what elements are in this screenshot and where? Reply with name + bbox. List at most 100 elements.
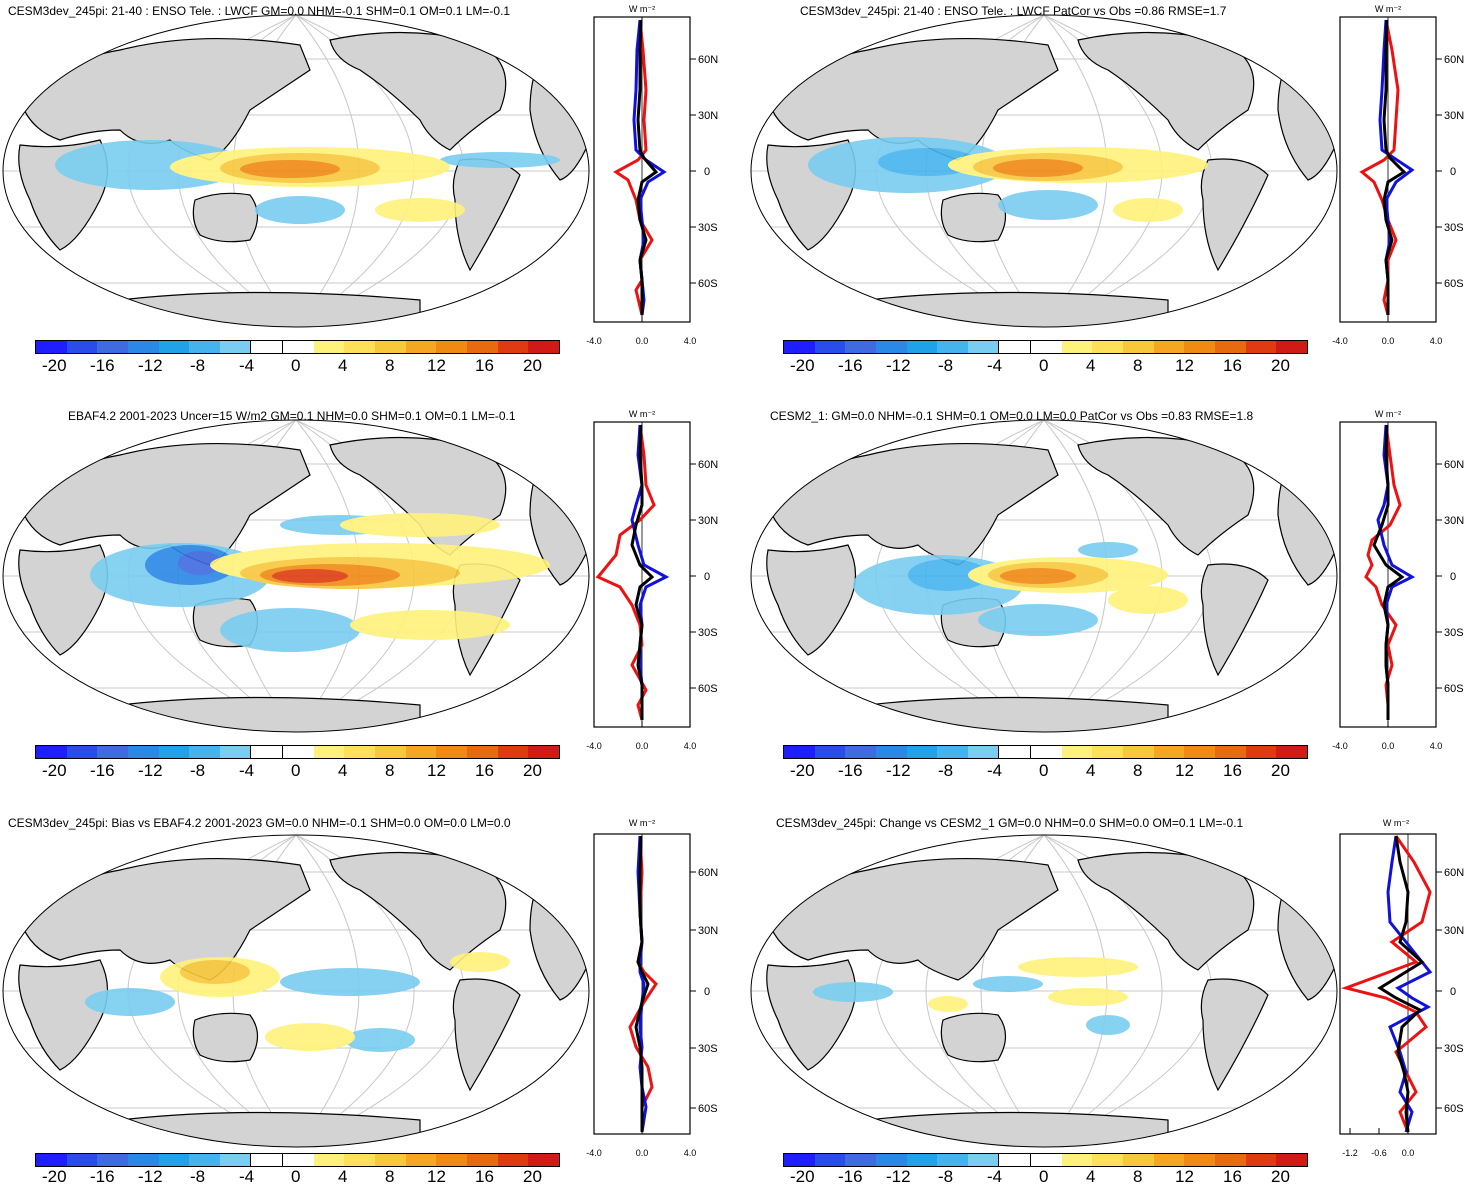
colorbar-label: 4 [1086, 1167, 1096, 1186]
lat-label: 0 [704, 986, 710, 998]
colorbar-labels: -20 -16 -12 -8 -4 0 4 8 12 16 20 [35, 1167, 558, 1187]
zonal-mean-profile: W m⁻² 60N 30N 0 30S 60S -4.0 0.0 4.0 [586, 818, 718, 1158]
colorbar-label: 12 [1175, 356, 1194, 375]
panel-4: CESM2_1: GM=0.0 NHM=-0.1 SHM=0.1 OM=0.0 … [748, 405, 1483, 797]
lat-label: 60S [1444, 1103, 1464, 1115]
lat-label: 30N [698, 925, 718, 937]
colorbar-label: -16 [90, 1167, 115, 1186]
colorbar-label: -12 [886, 356, 911, 375]
panel-1: CESM3dev_245pi: 21-40 : ENSO Tele. : LWC… [0, 0, 740, 392]
colorbar-label: 16 [475, 356, 494, 375]
profile-tick: -4.0 [1332, 336, 1348, 345]
profile-tick: 4.0 [1430, 741, 1443, 750]
colorbar-label: 8 [1133, 1167, 1143, 1186]
zonal-mean-profile: W m⁻² 60N 30N 0 30S 60S -4.0 0.0 4.0 [1332, 409, 1464, 750]
colorbar-label: -4 [987, 356, 1003, 375]
panel-title: CESM3dev_245pi: Bias vs EBAF4.2 2001-202… [8, 816, 511, 830]
lat-label: 60N [698, 867, 718, 879]
colorbar-label: 4 [338, 356, 348, 375]
colorbar-label: 0 [291, 761, 301, 780]
colorbar [783, 745, 1308, 759]
map-plot [2, 834, 590, 1148]
colorbar-label: -16 [838, 1167, 863, 1186]
colorbar-label: 20 [523, 356, 542, 375]
panel-title: CESM3dev_245pi: Change vs CESM2_1 GM=0.0… [776, 816, 1244, 830]
colorbar-label: 8 [1133, 761, 1143, 780]
lat-label: 60N [1444, 459, 1464, 471]
lat-label: 30S [1444, 222, 1464, 234]
colorbar-label: 4 [1086, 356, 1096, 375]
profile-tick: -4.0 [586, 741, 602, 750]
colorbar-label: -4 [239, 761, 255, 780]
units-label: W m⁻² [629, 4, 655, 14]
units-label: W m⁻² [629, 409, 655, 419]
colorbar-label: 4 [1086, 761, 1096, 780]
colorbar-label: 20 [1271, 1167, 1290, 1186]
map-plot [750, 14, 1338, 328]
profile-tick: -0.6 [1371, 1148, 1387, 1158]
units-label: W m⁻² [629, 818, 655, 828]
lat-label: 60N [698, 459, 718, 471]
map-plot [2, 419, 590, 733]
profile-tick: 4.0 [1430, 336, 1443, 345]
map-plot [750, 834, 1338, 1148]
lat-label: 60S [1444, 683, 1464, 695]
colorbar-label: -16 [90, 761, 115, 780]
lat-label: 30N [698, 110, 718, 122]
panel-5: CESM3dev_245pi: Bias vs EBAF4.2 2001-202… [0, 812, 740, 1187]
colorbar [783, 340, 1308, 354]
colorbar-label: -20 [790, 356, 815, 375]
profile-tick: -1.2 [1342, 1148, 1358, 1158]
lat-label: 30S [1444, 627, 1464, 639]
colorbar-label: -8 [190, 1167, 206, 1186]
colorbar-label: 4 [338, 761, 348, 780]
colorbar-label: -16 [90, 356, 115, 375]
colorbar [783, 1153, 1308, 1167]
colorbar-label: -8 [938, 1167, 954, 1186]
panel-title: CESM3dev_245pi: 21-40 : ENSO Tele. : LWC… [800, 4, 1227, 18]
lat-label: 60N [1444, 54, 1464, 66]
map-plot [2, 14, 590, 328]
colorbar-label: -8 [938, 761, 954, 780]
colorbar-label: -12 [138, 1167, 163, 1186]
lat-label: 30S [698, 222, 718, 234]
colorbar-label: 0 [1039, 1167, 1049, 1186]
colorbar-label: 0 [1039, 761, 1049, 780]
lat-label: 30N [1444, 925, 1464, 937]
colorbar-label: -16 [838, 356, 863, 375]
lat-label: 60S [698, 1103, 718, 1115]
colorbar-label: 0 [291, 356, 301, 375]
colorbar-label: 0 [1039, 356, 1049, 375]
colorbar-label: -8 [190, 356, 206, 375]
lat-label: 60S [698, 278, 718, 290]
colorbar-label: -20 [42, 761, 67, 780]
lat-label: 60N [1444, 867, 1464, 879]
profile-tick: -4.0 [1332, 741, 1348, 750]
zonal-mean-profile: W m⁻² 60N 30N 0 30S 60S -4.0 0.0 4.0 [1332, 4, 1464, 345]
profile-tick: -4.0 [586, 336, 602, 345]
colorbar-labels: -20 -16 -12 -8 -4 0 4 8 12 16 20 [783, 1167, 1306, 1187]
zonal-mean-profile: W m⁻² 60N 30N 0 30S 60S -4.0 0.0 4.0 [586, 409, 718, 750]
colorbar-labels: -20 -16 -12 -8 -4 0 4 8 12 16 20 [783, 761, 1306, 783]
colorbar-label: 12 [427, 1167, 446, 1186]
panel-title: CESM3dev_245pi: 21-40 : ENSO Tele. : LWC… [8, 4, 511, 18]
profile-tick: 0.0 [636, 1148, 649, 1158]
colorbar [35, 1153, 560, 1167]
colorbar-label: -8 [190, 761, 206, 780]
zonal-mean-profile: W m⁻² 60N 30N 0 30S 60S -1.2 -0.6 0.0 [1339, 818, 1464, 1158]
colorbar-label: 20 [1271, 761, 1290, 780]
units-label: W m⁻² [1375, 4, 1401, 14]
lat-label: 0 [1450, 571, 1456, 583]
colorbar [35, 340, 560, 354]
panel-title: EBAF4.2 2001-2023 Uncer=15 W/m2 GM=0.1 N… [68, 409, 516, 423]
colorbar-label: 16 [475, 761, 494, 780]
colorbar-label: 20 [523, 761, 542, 780]
profile-tick: 0.0 [636, 336, 649, 345]
colorbar-label: -12 [138, 761, 163, 780]
colorbar-labels: -20 -16 -12 -8 -4 0 4 8 12 16 20 [35, 761, 558, 783]
lat-label: 60S [1444, 278, 1464, 290]
colorbar-label: -20 [42, 356, 67, 375]
colorbar-label: 12 [427, 356, 446, 375]
colorbar-label: 12 [427, 761, 446, 780]
colorbar-label: 16 [475, 1167, 494, 1186]
